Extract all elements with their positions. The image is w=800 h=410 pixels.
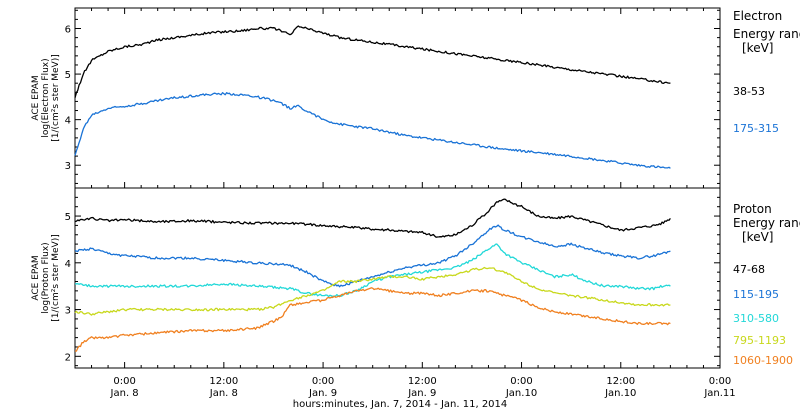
xtick-label-date: Jan. 8 (110, 388, 139, 399)
xtick-label-time: 0:00 (113, 376, 135, 387)
xtick-label-date: Jan. 9 (308, 388, 337, 399)
electron-y-axis-label-line: [1/(cm²s ster MeV)] (51, 54, 61, 141)
xtick-label-time: 12:00 (606, 376, 635, 387)
proton-y-axis-label-line: [1/(cm²s ster MeV)] (51, 234, 61, 321)
proton-series-115-195 (74, 224, 671, 288)
proton-series-1060-1900 (74, 287, 671, 352)
proton-ytick-label: 2 (65, 352, 71, 363)
electron-series-175-315 (74, 92, 671, 169)
proton-y-axis-label-line: ACE EPAM (31, 255, 41, 300)
proton-legend-item: 795-1193 (733, 334, 786, 347)
proton-ytick-label: 5 (65, 212, 71, 223)
xtick-label-date: Jan. 8 (209, 388, 238, 399)
xtick-label-time: 0:00 (312, 376, 334, 387)
electron-legend-title-line: Energy ranges (733, 27, 800, 41)
electron-y-axis-label-line: log(Electron Flux) (41, 58, 51, 137)
electron-legend-title-line: Electron (733, 9, 782, 23)
xtick-label-time: 0:00 (510, 376, 532, 387)
proton-y-axis-label-line: log(Proton Flux) (41, 242, 51, 313)
electron-legend-item: 38-53 (733, 85, 765, 98)
xtick-label-date: Jan. 9 (407, 388, 436, 399)
proton-series-47-68 (74, 198, 671, 238)
proton-series-310-580 (74, 243, 671, 298)
xtick-label-date: Jan.10 (505, 388, 537, 399)
x-axis-label: hours:minutes, Jan. 7, 2014 - Jan. 11, 2… (293, 399, 508, 410)
proton-plot-frame (74, 187, 721, 369)
proton-y-axis-label: ACE EPAMlog(Proton Flux)[1/(cm²s ster Me… (31, 234, 61, 321)
electron-ytick-label: 4 (65, 116, 71, 127)
proton-legend-item: 115-195 (733, 288, 779, 301)
proton-ytick-label: 4 (65, 259, 71, 270)
proton-legend-title-line: Proton (733, 202, 772, 216)
xtick-label-time: 0:00 (709, 376, 731, 387)
electron-panel: 3 4 5 6 ACE EPAMlog(Electron Flux)[1/(cm²s s… (31, 7, 800, 189)
electron-y-axis-label-line: ACE EPAM (31, 75, 41, 120)
proton-series-795-1193 (74, 266, 671, 316)
electron-ytick-label: 5 (65, 70, 71, 81)
proton-legend-title-line: Energy ranges (733, 216, 800, 230)
electron-legend-item: 175-315 (733, 122, 779, 135)
xtick-label-time: 12:00 (209, 376, 238, 387)
xtick-label-date: Jan.11 (703, 388, 735, 399)
proton-legend-item: 47-68 (733, 263, 765, 276)
electron-ytick-label: 6 (65, 25, 71, 36)
proton-legend-item: 1060-1900 (733, 354, 793, 367)
electron-y-axis-label: ACE EPAMlog(Electron Flux)[1/(cm²s ster … (31, 54, 61, 141)
proton-legend-title-line: [keV] (742, 230, 773, 244)
electron-series-38-53 (74, 25, 671, 98)
electron-legend-title-line: [keV] (742, 41, 773, 55)
proton-ytick-label: 3 (65, 306, 71, 317)
xtick-label-time: 12:00 (408, 376, 437, 387)
electron-ytick-label: 3 (65, 161, 71, 172)
proton-legend-item: 310-580 (733, 312, 779, 325)
proton-panel: 2 3 4 5 ACE EPAMlog(Proton Flux)[1/(cm²s ste… (31, 187, 800, 369)
xtick-label-date: Jan.10 (604, 388, 636, 399)
